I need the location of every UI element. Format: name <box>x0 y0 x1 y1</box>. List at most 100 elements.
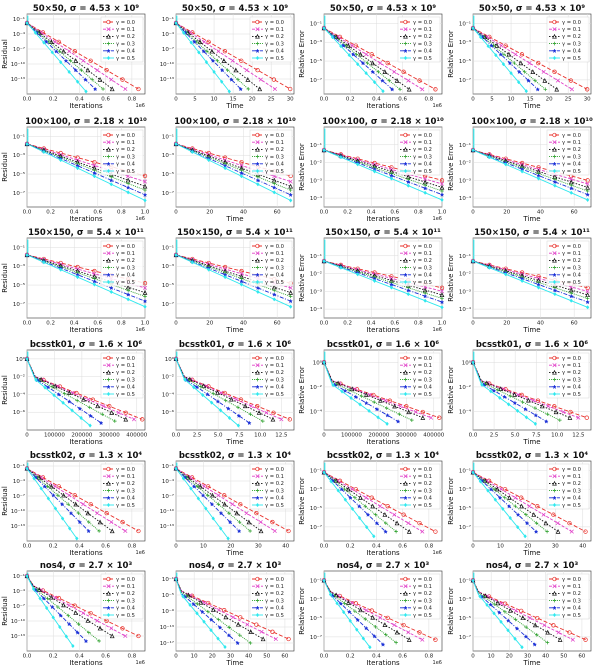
data-point-marker <box>355 617 360 623</box>
data-point-marker <box>218 408 223 413</box>
data-point-marker <box>585 192 590 197</box>
data-point-marker <box>423 298 427 303</box>
data-point-marker <box>209 48 215 54</box>
x-axis-label: Iterations <box>366 326 400 334</box>
data-point-marker <box>58 624 62 630</box>
data-point-marker <box>254 622 259 627</box>
x-axis-label: Time <box>225 438 243 446</box>
data-point-marker <box>533 78 537 83</box>
data-point-marker <box>95 618 100 623</box>
data-point-marker <box>439 285 445 290</box>
data-point-marker <box>369 608 374 613</box>
data-point-marker <box>585 289 590 294</box>
y-tick-label: 10⁻¹ <box>162 16 174 23</box>
data-point-marker <box>247 420 252 426</box>
x-tick-label: 30 <box>287 97 294 103</box>
x-tick-label: 10 <box>497 544 504 550</box>
data-point-marker <box>535 504 540 509</box>
y-tick-label: 10⁻⁷ <box>162 190 174 197</box>
y-tick-label: 10⁻⁴ <box>13 391 26 398</box>
x-tick-label: 0.6 <box>398 654 407 660</box>
subplot-4-3: 0 10 20 30 40 10⁻¹ 10⁻³ 10⁻⁵ 10⁻⁷ bcsstk02, σ = 1… <box>447 451 592 557</box>
y-tick-label: 10⁻¹⁰ <box>11 508 26 515</box>
series-line-gamma-1 <box>175 578 277 640</box>
data-point-marker <box>491 388 497 393</box>
data-point-marker <box>478 479 483 484</box>
legend-label: γ = 0.2 <box>562 34 581 40</box>
data-point-marker <box>25 20 29 26</box>
data-point-marker <box>81 610 86 616</box>
data-point-marker <box>100 412 105 417</box>
x-axis-label: Iterations <box>366 102 400 110</box>
data-point-marker <box>533 406 537 410</box>
data-point-marker <box>372 278 377 284</box>
legend-marker <box>403 590 408 596</box>
data-point-marker <box>394 640 398 645</box>
legend-label: γ = 0.0 <box>116 244 135 250</box>
data-point-marker <box>420 637 425 642</box>
data-point-marker <box>515 512 521 517</box>
legend-marker <box>552 488 557 493</box>
data-point-marker <box>517 69 522 74</box>
x-tick-label: 20 <box>524 544 531 550</box>
legend-marker <box>552 363 557 368</box>
subplot-title: 50×50, σ = 4.53 × 10⁹ <box>479 4 585 14</box>
data-point-marker <box>38 376 44 382</box>
data-point-marker <box>222 501 227 507</box>
y-tick-label: 10⁻⁴ <box>162 391 175 398</box>
data-point-marker <box>88 58 93 63</box>
legend-label: γ = 0.2 <box>562 481 581 487</box>
data-point-marker <box>216 607 221 613</box>
legend-marker <box>255 598 260 603</box>
legend-label: γ = 0.5 <box>562 613 581 619</box>
legend-marker <box>403 140 408 145</box>
subplot-title: bcsstk02, σ = 1.3 × 10⁴ <box>327 451 440 461</box>
data-point-marker <box>56 605 60 609</box>
x-tick-label: 0.4 <box>70 210 79 216</box>
data-point-marker <box>174 141 178 147</box>
data-point-marker <box>60 502 65 507</box>
subplot-2-3: 0 20 40 60 10⁻¹ 10⁻² 10⁻³ 10⁻⁴ 150×150, σ = 5.4 … <box>447 228 592 334</box>
data-point-marker <box>394 629 400 635</box>
legend-label: γ = 0.5 <box>562 503 581 509</box>
data-point-marker <box>88 423 92 428</box>
y-tick-label: 10⁻³ <box>310 39 322 46</box>
data-point-marker <box>486 44 490 49</box>
y-tick-label: 10⁻⁷ <box>310 634 322 641</box>
data-point-marker <box>48 483 54 489</box>
data-point-marker <box>120 626 125 631</box>
data-point-marker <box>226 536 230 541</box>
data-point-marker <box>77 406 83 411</box>
y-axis-label: Relative Error <box>298 30 306 78</box>
y-tick-label: 10⁻¹ <box>13 16 25 23</box>
data-point-marker <box>59 267 63 272</box>
data-point-marker <box>97 529 101 533</box>
data-point-marker <box>204 60 209 65</box>
legend-label: γ = 0.2 <box>265 147 284 153</box>
data-point-marker <box>385 413 390 418</box>
data-point-marker <box>365 61 370 65</box>
legend-label: γ = 0.5 <box>562 392 581 398</box>
y-tick-label: 10⁻⁷ <box>459 77 471 84</box>
legend-label: γ = 0.2 <box>562 258 581 264</box>
x-tick-label: 0.6 <box>390 210 399 216</box>
series-line-gamma-2 <box>323 149 443 188</box>
data-point-marker <box>585 296 590 301</box>
legend-label: γ = 0.4 <box>413 606 433 612</box>
data-point-marker <box>384 632 388 637</box>
subplot-title: 100×100, σ = 2.18 × 10¹⁰ <box>322 117 444 127</box>
x-axis-label: Iterations <box>69 102 103 110</box>
data-point-marker <box>401 512 406 517</box>
legend-marker <box>403 41 408 46</box>
legend: γ = 0.0γ = 0.1γ = 0.2γ = 0.3 γ = 0.4γ = 0… <box>249 129 293 176</box>
data-point-marker <box>239 58 244 63</box>
data-point-marker <box>353 609 357 613</box>
series-line-gamma-5 <box>175 22 230 92</box>
x-axis-label: Iterations <box>69 326 103 334</box>
x-tick-label: 7.5 <box>235 433 244 439</box>
legend-marker <box>106 384 111 389</box>
x-scale-note: 1e6 <box>136 327 145 333</box>
x-tick-label: 0.4 <box>372 544 381 550</box>
data-point-marker <box>41 596 46 601</box>
data-point-marker <box>101 404 106 409</box>
